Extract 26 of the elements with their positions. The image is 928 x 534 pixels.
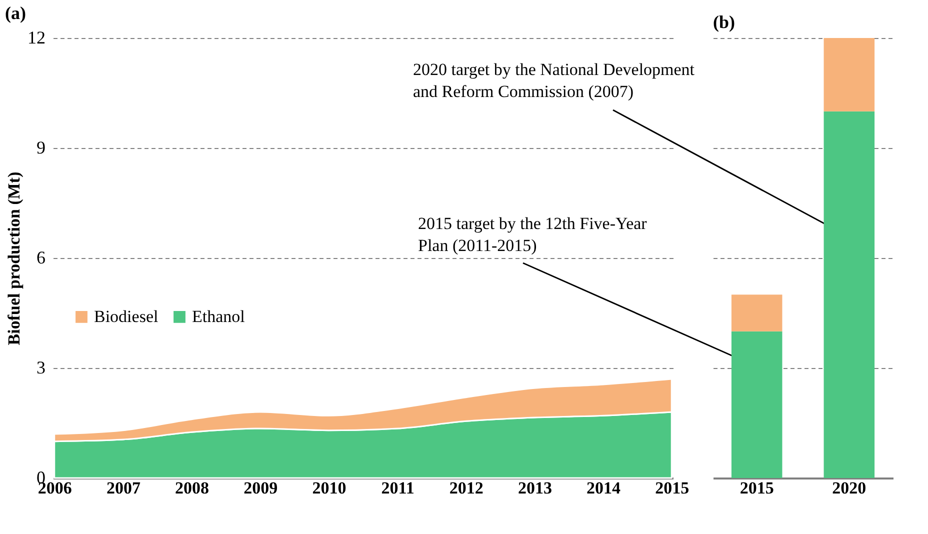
x-tick-label: 2010 [312, 478, 346, 498]
chart-title: (b) [713, 12, 736, 32]
bar [824, 38, 875, 112]
x-tick-label: 2011 [381, 478, 414, 498]
bar [731, 331, 782, 478]
x-tick-label: 2020 [832, 478, 866, 498]
y-tick-label: 6 [36, 248, 46, 268]
bar [731, 294, 782, 332]
x-tick-label: 2009 [244, 478, 278, 498]
y-tick-label: 12 [28, 28, 46, 48]
y-axis-title: Biofuel production (Mt) [4, 172, 24, 346]
y-tick-label: 9 [36, 138, 46, 158]
chart-title: (a) [5, 3, 26, 23]
annotation: 2020 target by the National Development and Reform Commission (2007) [413, 60, 695, 101]
x-tick-label: 2014 [586, 478, 622, 498]
bar [824, 111, 875, 478]
annotation: 2015 target by the 12th Five-Year Plan (2011-2015) [418, 214, 648, 255]
legend-label: Biodiesel [94, 306, 158, 326]
x-tick-label: 2015 [740, 478, 774, 498]
y-tick-label: 3 [36, 358, 46, 378]
x-tick-label: 2008 [175, 478, 210, 498]
x-tick-label: 2012 [449, 478, 484, 498]
x-tick-label: 2007 [106, 478, 141, 498]
legend-label: Ethanol [192, 306, 246, 326]
x-tick-label: 2013 [518, 478, 552, 498]
x-tick-label: 2015 [655, 478, 690, 498]
